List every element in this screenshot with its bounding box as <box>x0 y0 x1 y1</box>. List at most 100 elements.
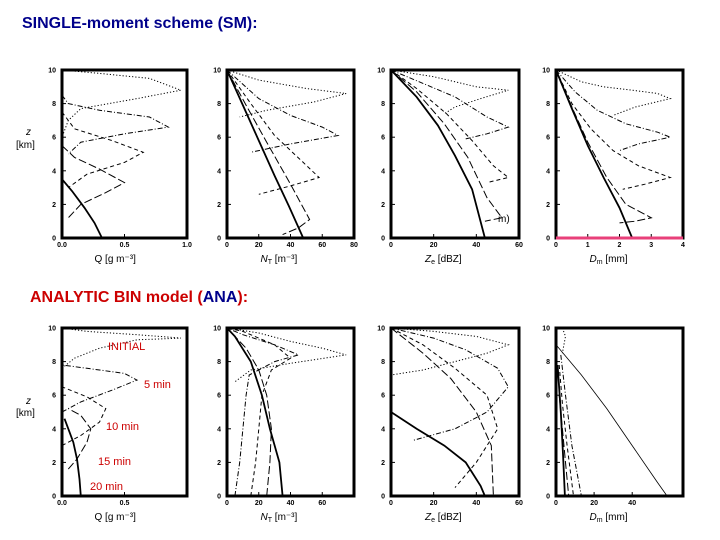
annotation-initial: INITIAL <box>108 341 145 353</box>
x-tick-label: 0.0 <box>57 242 67 249</box>
heading-ana-prefix: ANALYTIC BIN model ( <box>30 289 203 306</box>
series-line-thin <box>555 344 668 497</box>
x-tick-label: 20 <box>255 500 263 507</box>
series-line-longdash <box>67 408 92 470</box>
series-line-dashdot <box>560 354 582 497</box>
plot-frame <box>60 68 189 240</box>
x-axis-label: Dm [mm] <box>590 254 628 266</box>
plot-frame <box>225 68 356 240</box>
y-tick-label: 2 <box>52 460 56 467</box>
heading-sm: SINGLE-moment scheme (SM): <box>22 15 258 32</box>
y-tick-label: 0 <box>52 236 56 243</box>
series-line-dashdot <box>61 364 139 413</box>
y-tick-label: 2 <box>546 202 550 209</box>
y-tick-label: 0 <box>546 236 550 243</box>
y-tick-label: 6 <box>217 135 221 142</box>
y-tick-label: 8 <box>546 101 550 108</box>
z-unit-ana: [km] <box>16 408 35 419</box>
cut-label: m) <box>498 214 510 225</box>
y-tick-label: 6 <box>381 393 385 400</box>
series-line-longdash <box>226 327 272 497</box>
x-tick-label: 40 <box>628 500 636 507</box>
chart-panel-4: 0 2 4 6 8 10 0.0 0.5 Q [g m⁻³] <box>48 326 189 523</box>
heading-ana-abbrev: ANA <box>203 289 238 306</box>
x-axis-label: Ze [dBZ] <box>424 512 462 524</box>
x-tick-label: 0 <box>389 500 393 507</box>
series-line-dashed <box>61 111 145 189</box>
y-tick-label: 6 <box>217 393 221 400</box>
series-line-dotted <box>226 327 347 383</box>
y-tick-label: 0 <box>381 236 385 243</box>
y-tick-label: 0 <box>217 494 221 501</box>
x-tick-label: 40 <box>287 242 295 249</box>
y-tick-label: 6 <box>381 135 385 142</box>
chart-panel-6: 0 2 4 6 8 10 0 20 40 60 Ze [dBZ] <box>377 326 523 525</box>
series-line-dotted <box>390 327 510 376</box>
x-axis-label: NT [m⁻³] <box>261 512 298 524</box>
series-line-dashed <box>390 327 499 488</box>
series-line-dashed <box>558 364 574 497</box>
x-tick-label: 20 <box>590 500 598 507</box>
series-line-solid <box>226 327 284 497</box>
series-line-dashdot <box>226 69 340 153</box>
series-line-dashdot <box>226 327 300 497</box>
heading-ana: ANALYTIC BIN model (ANA): <box>30 289 248 306</box>
series-line-dotted <box>390 69 509 115</box>
y-tick-label: 6 <box>546 135 550 142</box>
series-line-longdash <box>555 69 653 224</box>
x-tick-label: 2 <box>618 242 622 249</box>
y-tick-label: 2 <box>381 202 385 209</box>
y-tick-label: 10 <box>213 68 221 75</box>
series-line-dotted <box>61 327 181 369</box>
y-tick-label: 2 <box>217 460 221 467</box>
series-line-dashed <box>555 69 672 190</box>
y-tick-label: 2 <box>52 202 56 209</box>
plot-frame <box>554 326 685 498</box>
series-line-longdash <box>390 69 503 222</box>
series-line-dashed <box>61 386 107 447</box>
x-tick-label: 60 <box>318 500 326 507</box>
series-line-solid <box>555 69 634 239</box>
y-tick-label: 4 <box>381 168 385 175</box>
x-tick-label: 0.0 <box>57 500 67 507</box>
series-line-dotted <box>555 69 672 116</box>
x-tick-label: 0.5 <box>120 500 130 507</box>
series-line-dotted <box>561 327 567 354</box>
annotation-15min: 15 min <box>98 456 131 468</box>
series-line-dashed <box>226 69 321 195</box>
x-tick-label: 20 <box>255 242 263 249</box>
series-line-dashed <box>390 69 510 184</box>
series-line-longdash <box>226 69 311 236</box>
y-tick-label: 4 <box>546 168 550 175</box>
x-tick-label: 20 <box>430 500 438 507</box>
x-tick-label: 4 <box>681 242 685 249</box>
series-line-longdash <box>61 145 126 219</box>
x-tick-label: 60 <box>515 500 523 507</box>
z-label-sm: z <box>25 127 31 138</box>
x-axis-label: Q [g m⁻³] <box>95 254 137 265</box>
x-tick-label: 60 <box>318 242 326 249</box>
series-line-dotted <box>61 69 183 138</box>
x-axis-label: NT [m⁻³] <box>261 254 298 266</box>
y-tick-label: 4 <box>381 426 385 433</box>
chart-panel-2: 0 2 4 6 8 10 0 20 40 60 Ze [dBZ] <box>377 68 523 267</box>
x-tick-label: 3 <box>649 242 653 249</box>
chart-panel-3: 0 2 4 6 8 10 0 1 2 3 4 Dm [mm] <box>542 68 685 267</box>
y-tick-label: 4 <box>217 426 221 433</box>
y-tick-label: 6 <box>52 135 56 142</box>
series-line-solid <box>556 364 566 497</box>
y-tick-label: 8 <box>381 359 385 366</box>
plot-frame <box>389 68 521 240</box>
y-tick-label: 0 <box>546 494 550 501</box>
y-tick-label: 2 <box>381 460 385 467</box>
x-tick-label: 20 <box>430 242 438 249</box>
x-tick-label: 0 <box>389 242 393 249</box>
x-tick-label: 40 <box>472 242 480 249</box>
y-tick-label: 4 <box>52 426 56 433</box>
y-tick-label: 0 <box>381 494 385 501</box>
x-tick-label: 0 <box>554 500 558 507</box>
y-tick-label: 0 <box>217 236 221 243</box>
y-tick-label: 8 <box>52 359 56 366</box>
y-tick-label: 4 <box>52 168 56 175</box>
